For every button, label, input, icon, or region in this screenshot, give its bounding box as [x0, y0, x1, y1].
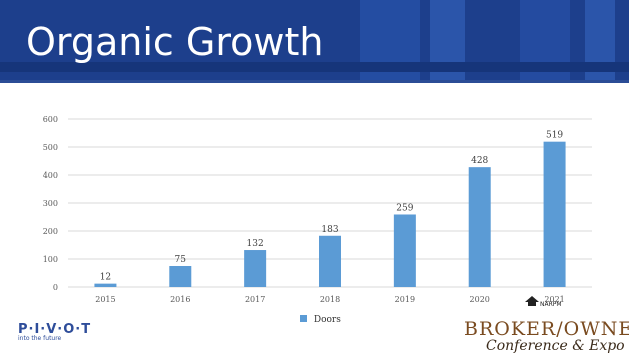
chart-area: 0 100 200 300 400 500 600 12 2015 75 2016 132 2017 18…: [0, 84, 629, 334]
legend-swatch: [300, 315, 307, 322]
broker-owner-title: BROKER/OWNER: [464, 318, 629, 340]
y-tick-label: 200: [43, 227, 58, 236]
bar: [94, 283, 117, 287]
data-label: 183: [321, 225, 338, 235]
y-tick-label: 500: [43, 143, 58, 152]
x-tick-label: 2017: [245, 295, 265, 304]
chart-legend: Doors: [300, 315, 341, 325]
bar-chart: 0 100 200 300 400 500 600 12 2015 75 2016 132 2017 18…: [43, 115, 592, 304]
bar: [468, 167, 491, 287]
y-tick-label: 300: [43, 199, 58, 208]
bar: [393, 214, 416, 287]
data-label: 132: [247, 239, 264, 249]
data-label: 259: [396, 203, 413, 213]
header-divider: [0, 80, 629, 83]
bar: [244, 250, 267, 287]
x-tick-label: 2015: [95, 295, 115, 304]
y-tick-label: 400: [43, 171, 58, 180]
slide-header: Organic Growth: [0, 0, 629, 80]
pivot-logo-text: P·I·V·O·T: [18, 322, 92, 337]
bar: [169, 266, 192, 287]
bar: [543, 141, 566, 287]
data-label: 519: [546, 131, 563, 141]
x-tick-label: 2019: [395, 295, 415, 304]
house-icon: [525, 296, 539, 306]
x-tick-label: 2021: [544, 295, 564, 304]
pivot-logo: P·I·V·O·T into the future: [18, 322, 91, 342]
x-tick-label: 2016: [170, 295, 190, 304]
pivot-logo-tagline: into the future: [18, 335, 62, 342]
broker-owner-logo: NARPM BROKER/OWNER Conference & Expo: [440, 296, 629, 356]
data-label: 75: [175, 255, 187, 265]
bar: [319, 235, 341, 287]
slide-title: Organic Growth: [26, 20, 324, 64]
data-label: 428: [471, 156, 488, 166]
legend-label: Doors: [313, 315, 341, 325]
conference-subtitle: Conference & Expo: [486, 338, 625, 354]
y-tick-label: 0: [53, 283, 58, 292]
y-tick-label: 600: [43, 115, 58, 124]
narpm-label: NARPM: [540, 301, 562, 308]
data-label: 12: [100, 273, 111, 283]
y-tick-label: 100: [43, 255, 58, 264]
x-tick-label: 2020: [470, 295, 490, 304]
x-tick-label: 2018: [320, 295, 340, 304]
